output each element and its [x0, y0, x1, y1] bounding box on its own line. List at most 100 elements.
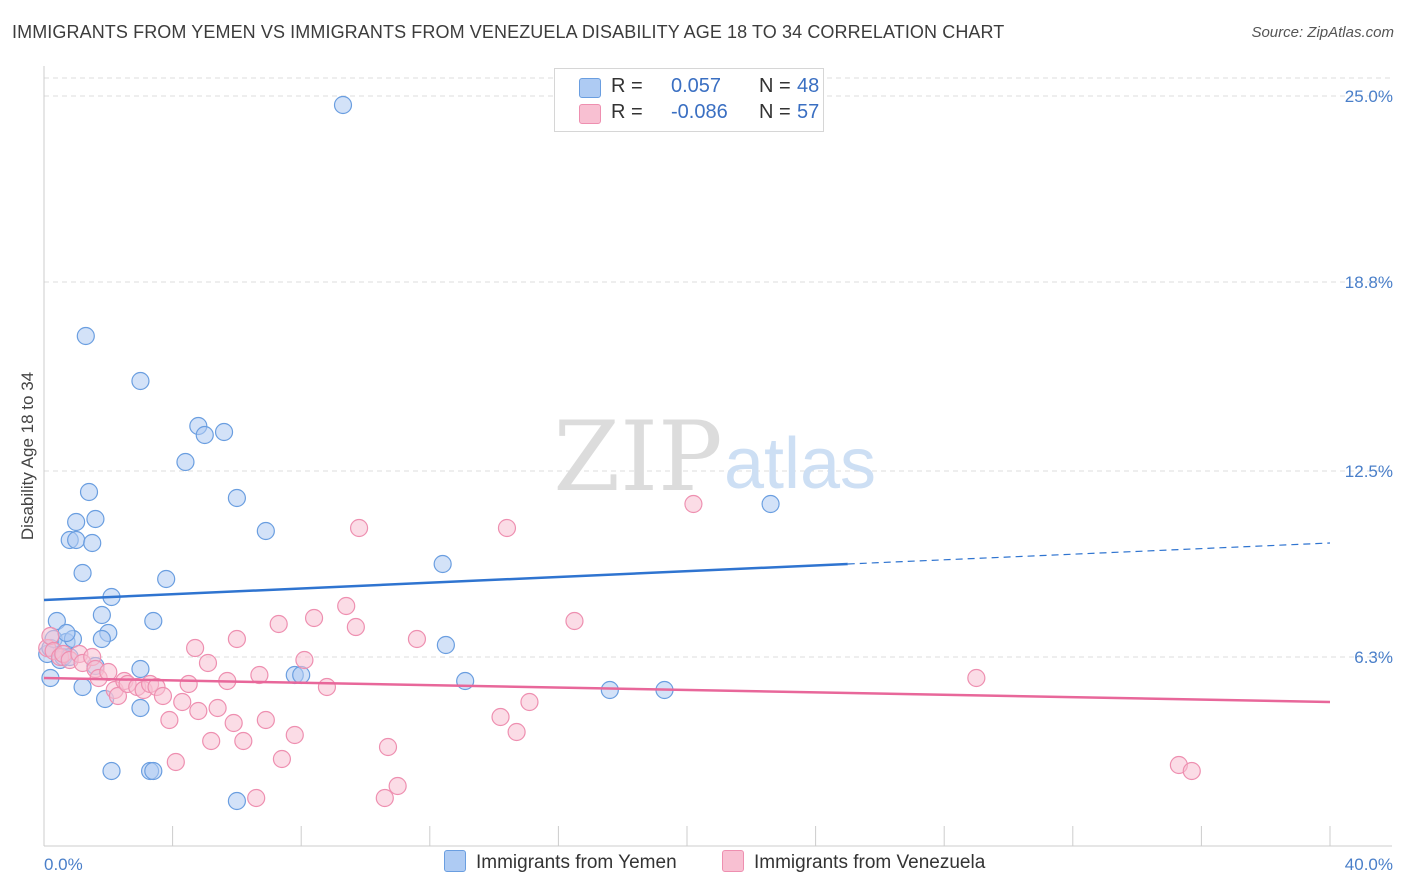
- yemen-point: [102, 761, 121, 781]
- venezuela-trendline: [43, 676, 1331, 704]
- yemen-point: [67, 512, 86, 532]
- venezuela-point: [507, 722, 526, 742]
- yemen-point: [92, 605, 111, 625]
- venezuela-point: [967, 668, 986, 688]
- x-tick-label-max: 40.0%: [1345, 855, 1393, 874]
- yemen-point: [761, 494, 780, 514]
- yemen-point: [73, 563, 92, 583]
- yemen-trendline: [43, 562, 848, 602]
- venezuela-point: [41, 626, 60, 646]
- yemen-point: [195, 425, 214, 445]
- venezuela-r-value: -0.086: [671, 101, 728, 123]
- yemen-point: [333, 95, 353, 115]
- venezuela-point: [250, 665, 269, 685]
- venezuela-legend-swatch: [722, 850, 744, 872]
- yemen-point: [92, 629, 111, 649]
- y-tick-label: 18.8%: [1345, 273, 1393, 292]
- venezuela-point: [189, 701, 208, 721]
- yemen-point: [79, 482, 99, 502]
- venezuela-point: [337, 596, 356, 616]
- chart-title: IMMIGRANTS FROM YEMEN VS IMMIGRANTS FROM…: [12, 22, 1005, 42]
- yemen-trendline-extension: [847, 542, 1331, 565]
- yemen-point: [73, 677, 92, 697]
- r-label: R =: [611, 101, 643, 123]
- n-label: N =: [759, 101, 791, 123]
- venezuela-point: [186, 638, 205, 658]
- venezuela-point: [565, 611, 584, 631]
- yemen-point: [144, 611, 163, 631]
- venezuela-point: [173, 692, 192, 712]
- r-label: R =: [611, 75, 643, 97]
- x-tick-label-min: 0.0%: [44, 855, 83, 874]
- correlation-legend: R = 0.057 N = 48 R = -0.086 N = 57: [554, 68, 824, 132]
- venezuela-point: [375, 788, 394, 808]
- yemen-point: [433, 554, 452, 574]
- yemen-point: [57, 623, 76, 643]
- venezuela-point: [346, 617, 365, 637]
- venezuela-point: [247, 788, 266, 808]
- yemen-point: [436, 635, 455, 655]
- legend-item-yemen[interactable]: Immigrants from Yemen: [444, 850, 677, 874]
- yemen-legend-label: Immigrants from Yemen: [476, 852, 677, 873]
- venezuela-legend-label: Immigrants from Venezuela: [754, 852, 986, 873]
- venezuela-point: [272, 749, 292, 769]
- n-label: N =: [759, 75, 791, 97]
- venezuela-point: [256, 710, 275, 730]
- y-axis-title: Disability Age 18 to 34: [18, 371, 37, 541]
- yemen-point: [86, 509, 105, 529]
- yemen-point: [227, 791, 246, 811]
- y-tick-label: 12.5%: [1345, 462, 1393, 481]
- venezuela-point: [1182, 761, 1201, 781]
- venezuela-point: [491, 707, 510, 727]
- venezuela-point: [388, 776, 407, 796]
- axis-layer: [43, 66, 1392, 847]
- venezuela-point: [269, 614, 288, 634]
- yemen-point: [157, 569, 176, 589]
- yemen-n-value: 48: [797, 75, 820, 97]
- venezuela-point: [208, 698, 227, 718]
- venezuela-point: [317, 677, 337, 697]
- venezuela-point: [407, 629, 427, 649]
- yemen-point: [144, 761, 163, 781]
- yemen-point: [67, 530, 86, 550]
- venezuela-point: [304, 608, 324, 628]
- venezuela-swatch: [579, 104, 601, 124]
- yemen-point: [600, 680, 619, 700]
- yemen-swatch: [579, 78, 601, 98]
- series-legend: Immigrants from Yemen Immigrants from Ve…: [0, 850, 1406, 878]
- watermark: ZIP atlas: [553, 401, 876, 513]
- yemen-point: [256, 521, 275, 541]
- yemen-point: [83, 533, 102, 553]
- venezuela-point: [497, 518, 517, 538]
- venezuela-point: [166, 752, 185, 772]
- venezuela-point: [684, 494, 703, 514]
- legend-item-venezuela[interactable]: Immigrants from Venezuela: [722, 850, 985, 874]
- venezuela-point: [285, 725, 304, 745]
- yemen-r-value: 0.057: [671, 75, 722, 97]
- yemen-point: [131, 371, 150, 391]
- venezuela-point: [295, 650, 314, 670]
- yemen-point: [176, 452, 195, 472]
- venezuela-point: [227, 629, 246, 649]
- venezuela-point: [160, 710, 179, 730]
- venezuela-n-value: 57: [797, 101, 820, 123]
- yemen-point: [214, 422, 234, 442]
- venezuela-point: [108, 686, 128, 706]
- watermark-atlas: atlas: [724, 424, 876, 504]
- venezuela-point: [198, 653, 218, 673]
- venezuela-point: [202, 731, 221, 751]
- yemen-point: [292, 665, 311, 685]
- venezuela-point: [153, 686, 173, 706]
- venezuela-point: [349, 518, 369, 538]
- venezuela-point: [224, 713, 243, 733]
- venezuela-point: [520, 692, 539, 712]
- watermark-zip: ZIP: [553, 401, 722, 513]
- y-tick-label: 6.3%: [1354, 648, 1393, 667]
- yemen-legend-swatch: [444, 850, 466, 872]
- yemen-point: [47, 611, 66, 631]
- points-layer: [38, 95, 1201, 811]
- venezuela-point: [179, 674, 198, 694]
- trend-layer: [43, 542, 1331, 704]
- venezuela-point: [99, 662, 118, 682]
